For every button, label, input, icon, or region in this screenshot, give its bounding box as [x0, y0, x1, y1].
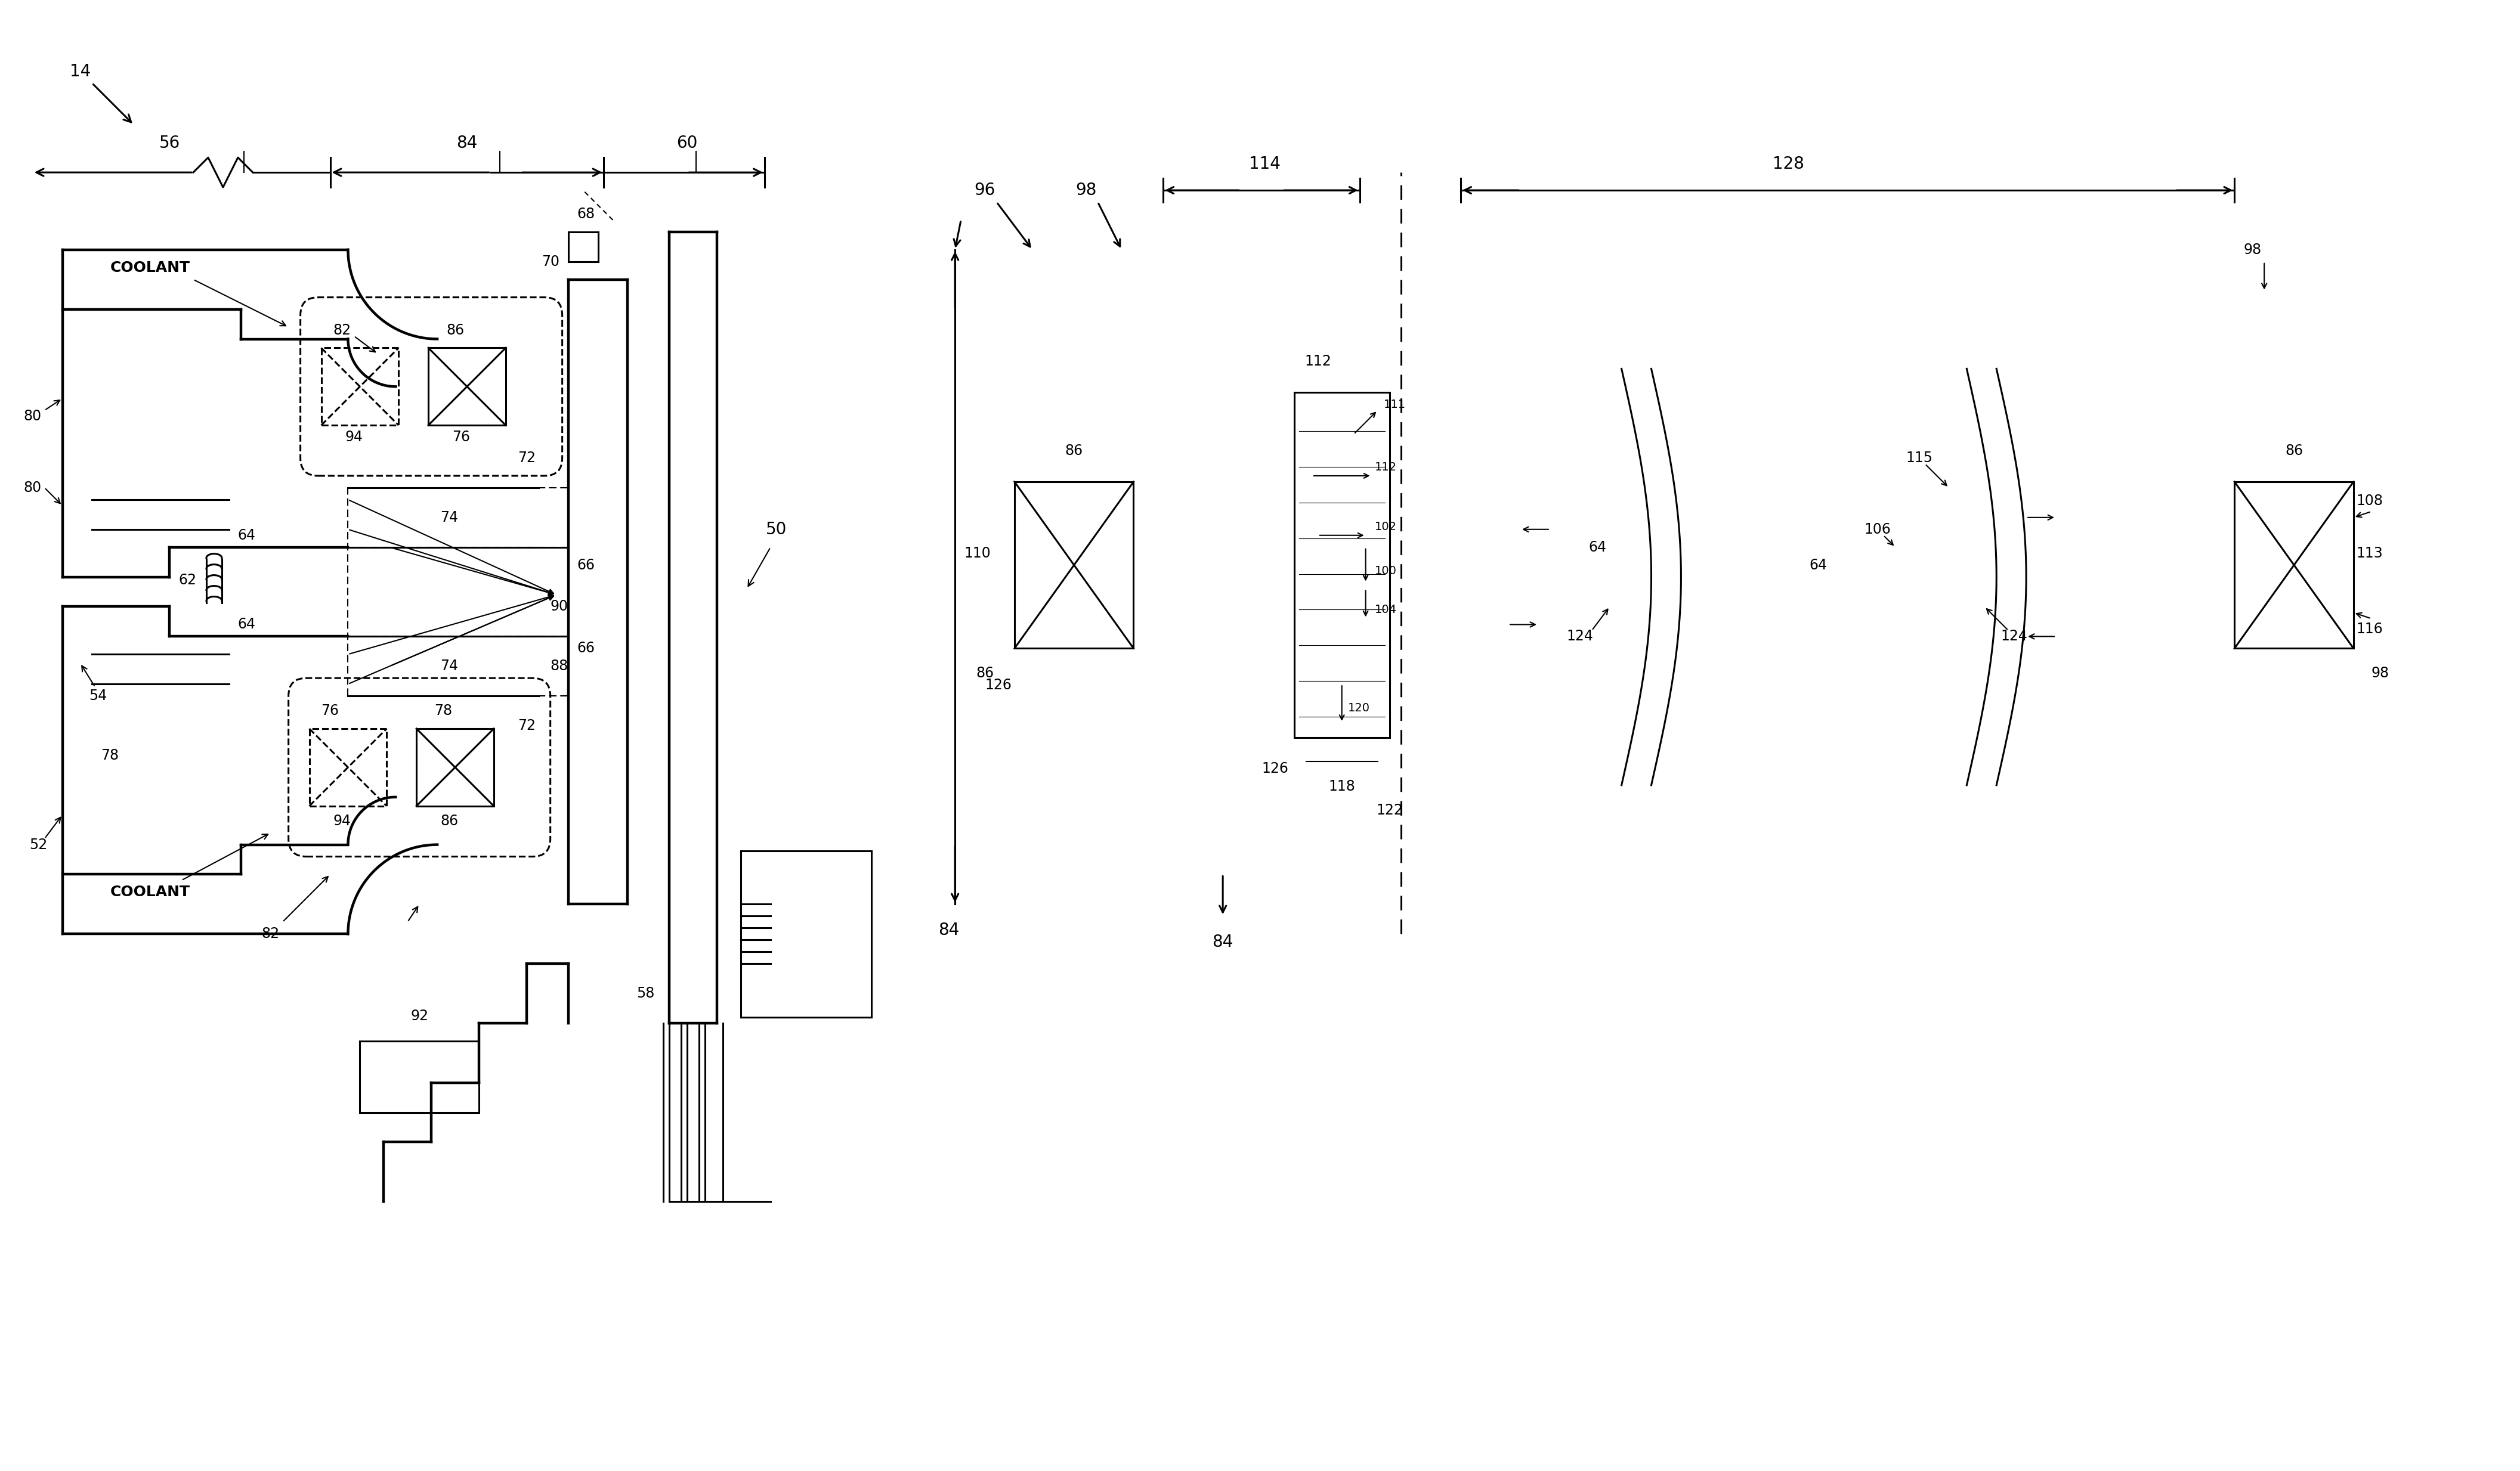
Text: 78: 78 — [101, 749, 118, 762]
Text: 84: 84 — [456, 135, 476, 152]
Text: 82: 82 — [262, 927, 280, 941]
Text: 106: 106 — [1865, 522, 1890, 537]
Bar — [320, 349, 398, 425]
Text: 94: 94 — [333, 813, 350, 828]
Text: 78: 78 — [433, 703, 451, 718]
Text: 88: 88 — [549, 659, 567, 674]
Text: 64: 64 — [237, 528, 255, 543]
Text: 54: 54 — [88, 688, 106, 703]
Text: 72: 72 — [517, 450, 534, 465]
Text: 74: 74 — [441, 659, 459, 674]
Text: 98: 98 — [2243, 243, 2260, 257]
Text: 74: 74 — [441, 510, 459, 525]
Text: 114: 114 — [1250, 156, 1280, 172]
Text: 66: 66 — [577, 641, 595, 656]
Text: 108: 108 — [2356, 494, 2384, 507]
Text: 86: 86 — [975, 666, 993, 681]
Text: 50: 50 — [766, 521, 786, 538]
Text: 82: 82 — [333, 324, 350, 337]
Text: 92: 92 — [411, 1009, 428, 1024]
Text: 124: 124 — [2001, 630, 2029, 644]
Text: 96: 96 — [975, 182, 995, 199]
Bar — [741, 850, 872, 1018]
Text: 102: 102 — [1373, 521, 1396, 533]
Text: COOLANT: COOLANT — [111, 260, 189, 275]
Text: 100: 100 — [1373, 565, 1396, 577]
Text: 120: 120 — [1348, 702, 1371, 713]
Text: 112: 112 — [1305, 355, 1331, 369]
Text: 98: 98 — [1076, 182, 1096, 199]
Text: 66: 66 — [577, 558, 595, 572]
Text: 90: 90 — [549, 600, 567, 613]
Text: 118: 118 — [1328, 780, 1356, 793]
Text: 80: 80 — [23, 409, 40, 424]
Text: 98: 98 — [2371, 666, 2389, 681]
Text: 62: 62 — [179, 572, 197, 587]
Text: 84: 84 — [937, 922, 960, 938]
Text: 72: 72 — [517, 718, 534, 733]
Text: 56: 56 — [159, 135, 179, 152]
Bar — [360, 1041, 479, 1112]
Text: 84: 84 — [1212, 934, 1232, 950]
Text: 64: 64 — [1809, 558, 1827, 572]
Text: 116: 116 — [2356, 622, 2384, 637]
Text: 94: 94 — [345, 430, 363, 444]
Text: 124: 124 — [1567, 630, 1593, 644]
Text: 68: 68 — [577, 207, 595, 221]
Text: 70: 70 — [542, 254, 559, 269]
Text: 111: 111 — [1383, 399, 1406, 410]
Text: 126: 126 — [985, 678, 1011, 693]
Bar — [416, 728, 494, 806]
Text: 128: 128 — [1772, 156, 1804, 172]
Text: 64: 64 — [1588, 540, 1608, 555]
Bar — [1016, 482, 1134, 649]
Text: 58: 58 — [638, 986, 655, 1000]
Text: 122: 122 — [1376, 803, 1404, 818]
Text: COOLANT: COOLANT — [111, 886, 189, 899]
Bar — [1295, 393, 1389, 737]
Text: 113: 113 — [2356, 546, 2384, 560]
Text: 64: 64 — [237, 618, 255, 631]
Text: 86: 86 — [441, 813, 459, 828]
Text: 86: 86 — [2286, 444, 2303, 457]
Text: 52: 52 — [30, 837, 48, 852]
Text: 86: 86 — [1066, 444, 1084, 457]
Text: 126: 126 — [1263, 762, 1288, 775]
Text: 76: 76 — [320, 703, 340, 718]
Bar — [2235, 482, 2354, 649]
Text: 14: 14 — [71, 63, 91, 79]
Text: 80: 80 — [23, 481, 40, 494]
Text: 112: 112 — [1373, 462, 1396, 472]
Text: 115: 115 — [1905, 450, 1933, 465]
Text: 104: 104 — [1373, 605, 1396, 615]
Text: 86: 86 — [446, 324, 464, 337]
Text: 110: 110 — [965, 546, 990, 560]
Bar — [310, 728, 386, 806]
Bar — [428, 349, 507, 425]
Text: 76: 76 — [451, 430, 471, 444]
Text: 60: 60 — [678, 135, 698, 152]
